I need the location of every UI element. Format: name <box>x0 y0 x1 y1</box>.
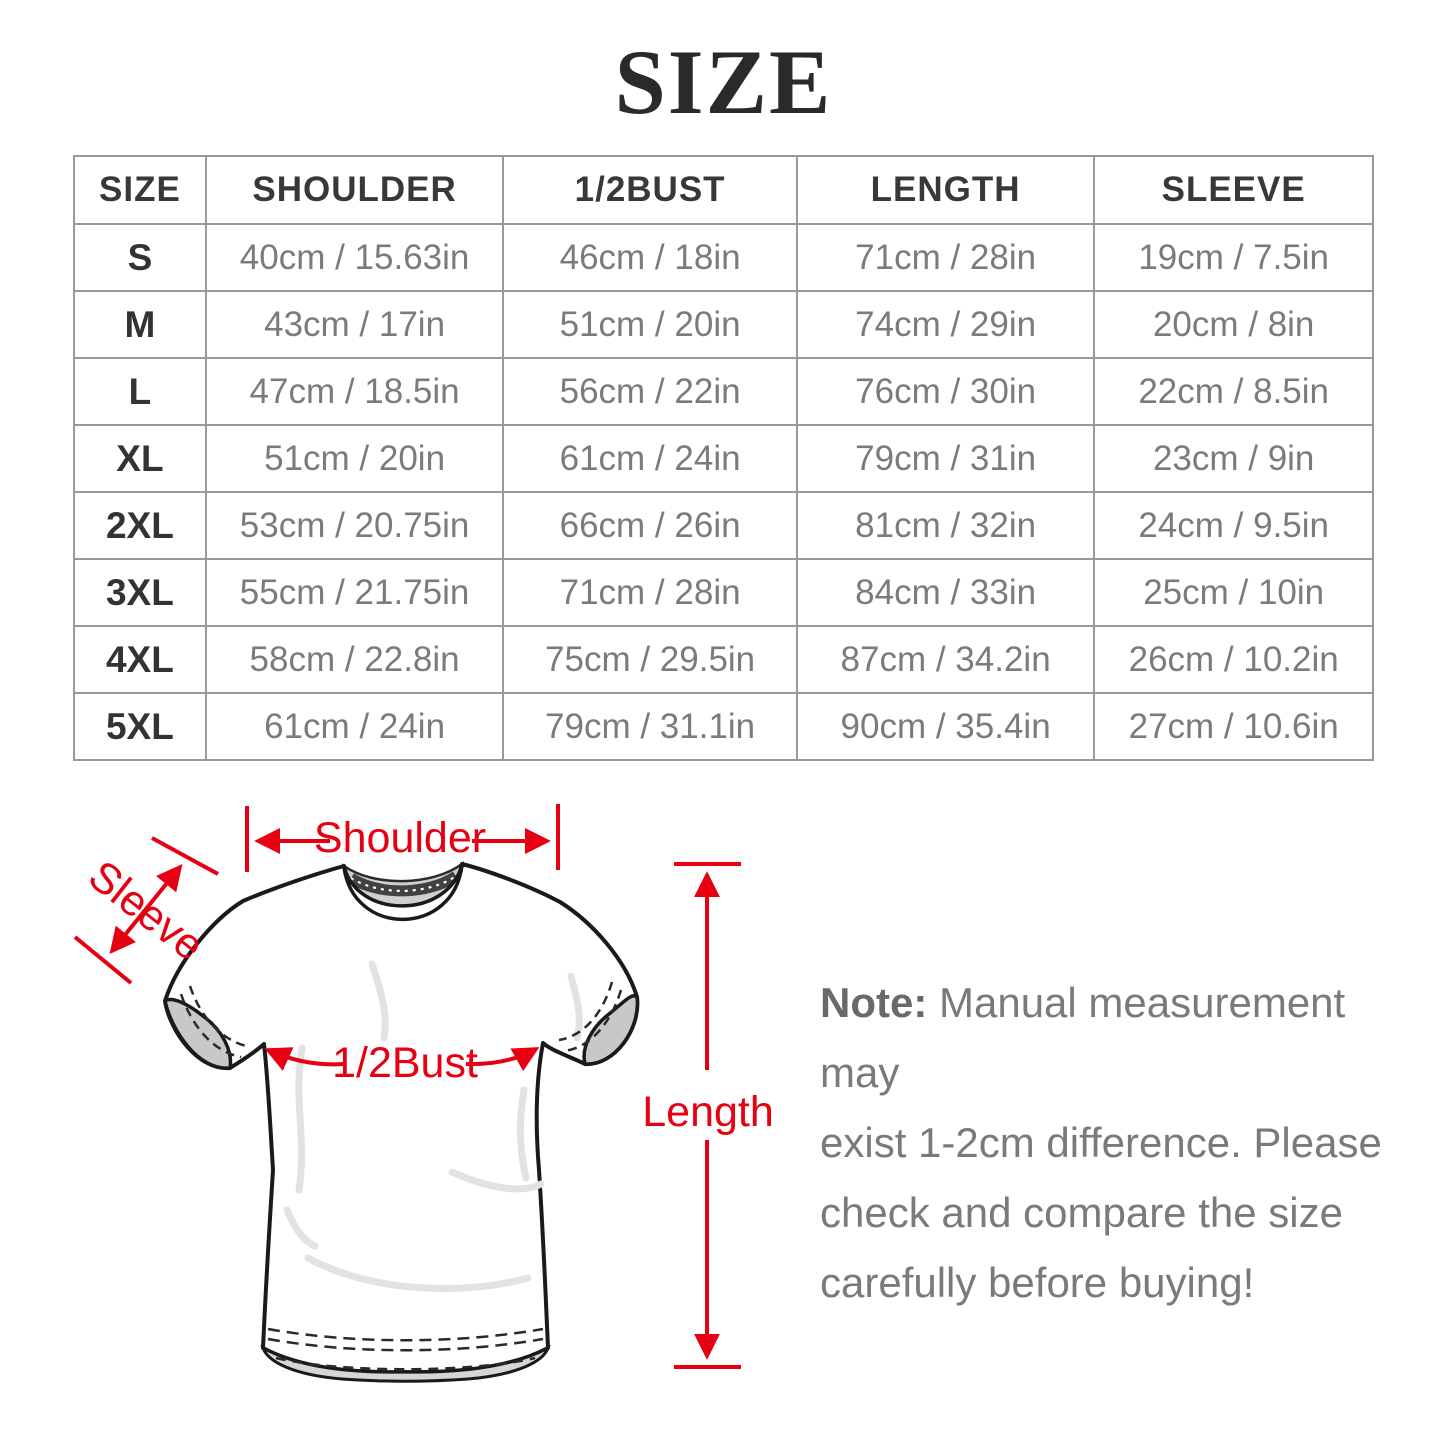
note-line: check and compare the size <box>820 1189 1343 1236</box>
value-cell: 22cm / 8.5in <box>1093 357 1374 426</box>
hem-band <box>260 1344 551 1383</box>
table-row: S 40cm / 15.63in 46cm / 18in 71cm / 28in 19c… <box>73 223 1374 292</box>
value-cell: 79cm / 31in <box>795 424 1096 493</box>
value-cell: 71cm / 28in <box>795 223 1096 292</box>
note-line: exist 1-2cm difference. Please <box>820 1119 1382 1166</box>
table-row: M 43cm / 17in 51cm / 20in 74cm / 29in 20cm /… <box>73 290 1374 359</box>
header-cell: 1/2BUST <box>502 155 798 225</box>
measurement-arrows <box>73 804 741 1369</box>
value-cell: 81cm / 32in <box>795 491 1096 560</box>
header-cell: SLEEVE <box>1093 155 1374 225</box>
bust-arrow-right <box>465 1047 540 1072</box>
size-cell: M <box>73 290 207 359</box>
left-cuff-underside <box>163 997 233 1070</box>
value-cell: 46cm / 18in <box>502 223 798 292</box>
size-cell: 5XL <box>73 692 207 761</box>
right-cuff-underside <box>582 994 640 1066</box>
tshirt-measurement-diagram <box>73 804 741 1383</box>
collar-band <box>342 863 464 922</box>
page-title: SIZE <box>614 31 833 133</box>
value-cell: 56cm / 22in <box>502 357 798 426</box>
size-cell: 2XL <box>73 491 207 560</box>
value-cell: 24cm / 9.5in <box>1093 491 1374 560</box>
size-table: SIZE SHOULDER 1/2BUST LENGTH SLEEVE S 40cm / … <box>73 155 1374 761</box>
size-cell: 4XL <box>73 625 207 694</box>
header-cell: LENGTH <box>795 155 1096 225</box>
value-cell: 87cm / 34.2in <box>795 625 1096 694</box>
value-cell: 27cm / 10.6in <box>1093 692 1374 761</box>
length-measure-label: Length <box>642 1088 774 1136</box>
value-cell: 55cm / 21.75in <box>204 558 505 627</box>
value-cell: 19cm / 7.5in <box>1093 223 1374 292</box>
size-cell: 3XL <box>73 558 207 627</box>
header-cell: SIZE <box>73 155 207 225</box>
collar-tape-stitch <box>350 875 457 892</box>
tshirt-outline <box>163 862 640 1375</box>
shoulder-measure-label: Shoulder <box>313 814 487 862</box>
table-row: L 47cm / 18.5in 56cm / 22in 76cm / 30in 22cm… <box>73 357 1374 426</box>
value-cell: 43cm / 17in <box>204 290 505 359</box>
value-cell: 61cm / 24in <box>502 424 798 493</box>
hem-stitches <box>267 1327 544 1352</box>
value-cell: 26cm / 10.2in <box>1093 625 1374 694</box>
value-cell: 75cm / 29.5in <box>502 625 798 694</box>
value-cell: 90cm / 35.4in <box>795 692 1096 761</box>
size-cell: XL <box>73 424 207 493</box>
value-cell: 53cm / 20.75in <box>204 491 505 560</box>
note-prefix: Note: <box>820 979 939 1026</box>
value-cell: 20cm / 8in <box>1093 290 1374 359</box>
value-cell: 23cm / 9in <box>1093 424 1374 493</box>
value-cell: 84cm / 33in <box>795 558 1096 627</box>
size-table-header-row: SIZE SHOULDER 1/2BUST LENGTH SLEEVE <box>73 155 1374 225</box>
size-table-body: S 40cm / 15.63in 46cm / 18in 71cm / 28in 19c… <box>73 223 1374 761</box>
value-cell: 61cm / 24in <box>204 692 505 761</box>
value-cell: 40cm / 15.63in <box>204 223 505 292</box>
bust-arrow-left <box>264 1047 345 1071</box>
sleeve-tick-upper <box>151 836 219 876</box>
size-cell: S <box>73 223 207 292</box>
header-cell: SHOULDER <box>204 155 505 225</box>
measurement-note: Note: Manual measurement may exist 1-2cm … <box>820 968 1420 1318</box>
value-cell: 25cm / 10in <box>1093 558 1374 627</box>
table-row: 3XL 55cm / 21.75in 71cm / 28in 84cm / 33in 2… <box>73 558 1374 627</box>
table-row: XL 51cm / 20in 61cm / 24in 79cm / 31in 23cm … <box>73 424 1374 493</box>
table-row: 5XL 61cm / 24in 79cm / 31.1in 90cm / 35.4in… <box>73 692 1374 761</box>
note-line: Note: Manual measurement may <box>820 979 1346 1096</box>
value-cell: 71cm / 28in <box>502 558 798 627</box>
sleeve-tick-lower <box>73 935 133 985</box>
value-cell: 47cm / 18.5in <box>204 357 505 426</box>
value-cell: 58cm / 22.8in <box>204 625 505 694</box>
value-cell: 79cm / 31.1in <box>502 692 798 761</box>
value-cell: 51cm / 20in <box>502 290 798 359</box>
value-cell: 66cm / 26in <box>502 491 798 560</box>
cuff-stitches <box>179 981 623 1059</box>
tshirt-illustration <box>163 860 640 1383</box>
sleeve-arrow <box>109 863 183 955</box>
value-cell: 76cm / 30in <box>795 357 1096 426</box>
table-row: 4XL 58cm / 22.8in 75cm / 29.5in 87cm / 34.2… <box>73 625 1374 694</box>
value-cell: 74cm / 29in <box>795 290 1096 359</box>
note-line: carefully before buying! <box>820 1259 1255 1306</box>
half-bust-measure-label: 1/2Bust <box>332 1039 478 1087</box>
table-row: 2XL 53cm / 20.75in 66cm / 26in 81cm / 32in 2… <box>73 491 1374 560</box>
value-cell: 51cm / 20in <box>204 424 505 493</box>
size-cell: L <box>73 357 207 426</box>
